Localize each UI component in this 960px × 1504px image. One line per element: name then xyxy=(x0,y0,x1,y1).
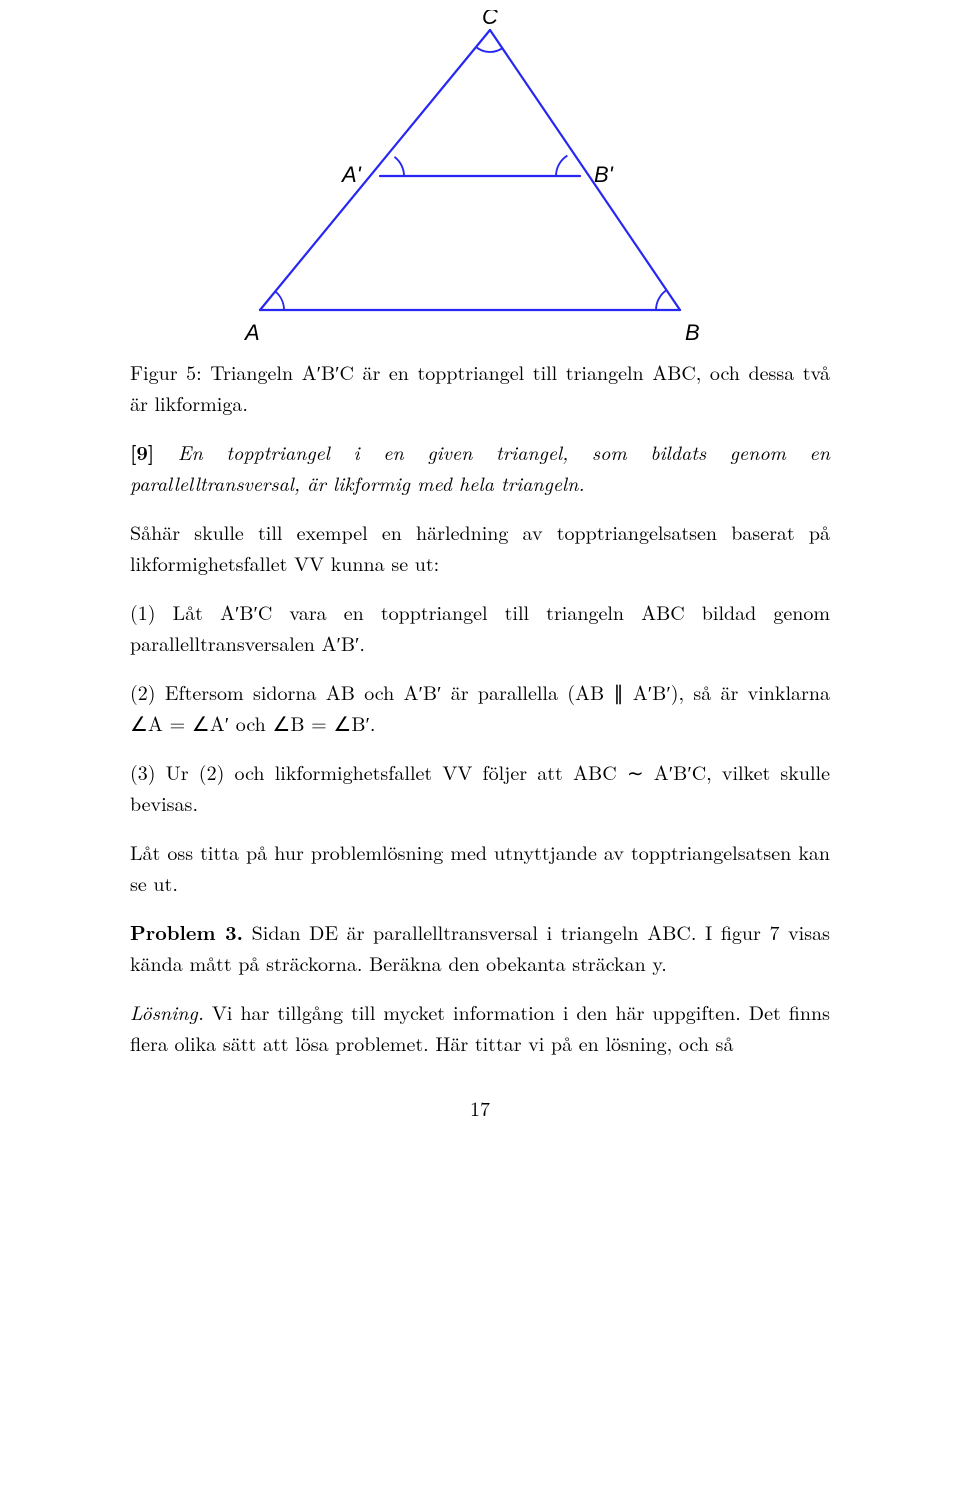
triangle-svg: A B C A' B' xyxy=(180,10,780,350)
problem-3-label: Problem 3. xyxy=(130,917,243,946)
theorem-label: [9] xyxy=(130,437,154,466)
figure-5-diagram: A B C A' B' xyxy=(180,10,780,350)
page: A B C A' B' Figur 5: Triangeln A′B′C är en t… xyxy=(0,0,960,1163)
proof-step-3: (3) Ur (2) och likformighetsfallet VV fö… xyxy=(130,756,830,818)
svg-text:A': A' xyxy=(340,162,362,187)
transition-paragraph: Låt oss titta på hur problemlösning med … xyxy=(130,836,830,898)
svg-text:C: C xyxy=(482,10,498,29)
svg-text:B': B' xyxy=(594,162,614,187)
figure-5-caption: Figur 5: Triangeln A′B′C är en topptrian… xyxy=(130,356,830,418)
solution-text: Vi har tillgång till mycket information … xyxy=(130,997,830,1057)
svg-text:B: B xyxy=(685,320,700,345)
proof-step-2: (2) Eftersom sidorna AB och A′B′ är para… xyxy=(130,676,830,738)
solution-paragraph: Lösning. Vi har tillgång till mycket inf… xyxy=(130,996,830,1058)
page-number: 17 xyxy=(130,1092,830,1123)
svg-text:A: A xyxy=(243,320,260,345)
theorem-9: [9] En topptriangel i en given triangel,… xyxy=(130,436,830,498)
theorem-text: En topptriangel i en given triangel, som… xyxy=(130,437,830,497)
solution-label: Lösning. xyxy=(130,997,204,1026)
problem-3: Problem 3. Sidan DE är parallelltransver… xyxy=(130,916,830,978)
proof-step-1: (1) Låt A′B′C vara en topptriangel till … xyxy=(130,596,830,658)
derivation-intro: Såhär skulle till exempel en härledning … xyxy=(130,516,830,578)
